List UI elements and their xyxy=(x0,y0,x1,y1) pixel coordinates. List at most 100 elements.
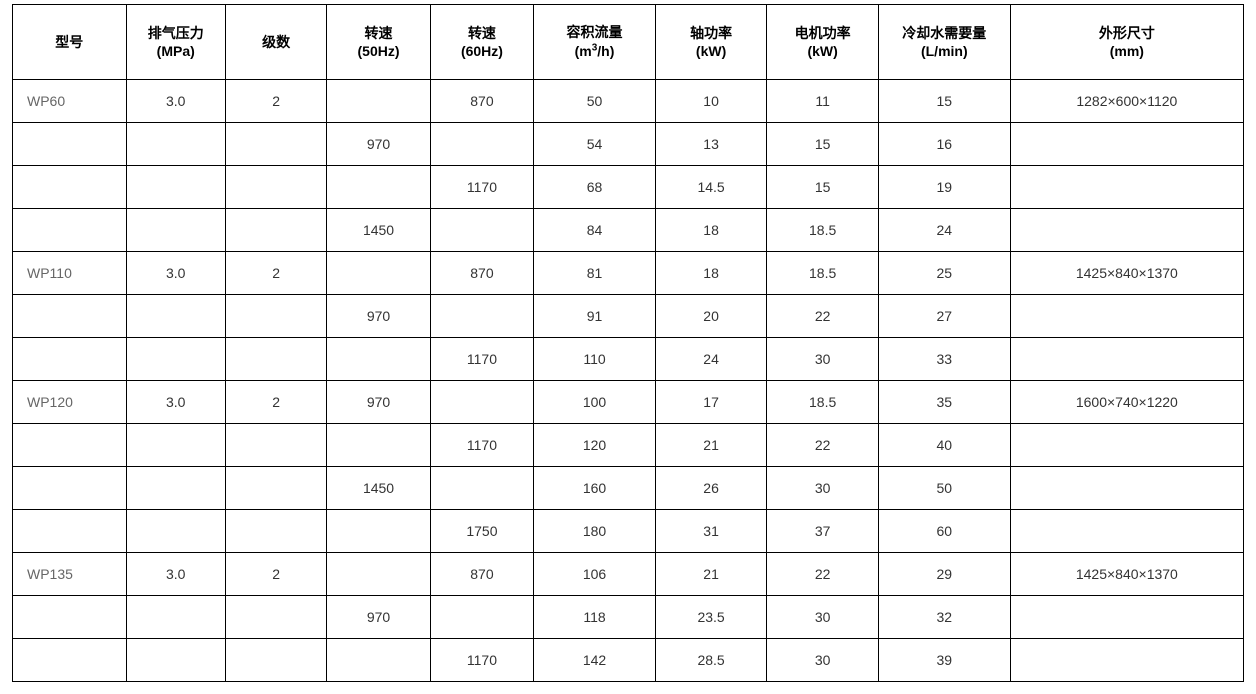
cell-motor_power: 18.5 xyxy=(767,252,879,295)
table-body: WP603.02870501011151282×600×112097054131… xyxy=(13,80,1244,682)
cell-pressure: 3.0 xyxy=(126,381,225,424)
cell-flow: 120 xyxy=(534,424,656,467)
cell-shaft_power: 21 xyxy=(655,553,767,596)
col-header-flow: 容积流量 (m3/h) xyxy=(534,5,656,80)
cell-stages: 2 xyxy=(225,381,326,424)
col-header-label: 轴功率 xyxy=(690,25,732,41)
cell-stages xyxy=(225,338,326,381)
cell-rpm50: 970 xyxy=(327,381,430,424)
col-header-unit: (MPa) xyxy=(157,43,195,59)
cell-stages xyxy=(225,295,326,338)
cell-rpm50: 1450 xyxy=(327,209,430,252)
cell-dims xyxy=(1010,510,1243,553)
cell-rpm60: 870 xyxy=(430,80,533,123)
col-header-dims: 外形尺寸 (mm) xyxy=(1010,5,1243,80)
table-header-row: 型号 排气压力 (MPa) 级数 转速 (50Hz) 转速 (60Hz) xyxy=(13,5,1244,80)
table-header: 型号 排气压力 (MPa) 级数 转速 (50Hz) 转速 (60Hz) xyxy=(13,5,1244,80)
cell-cooling: 16 xyxy=(878,123,1010,166)
cell-rpm60 xyxy=(430,596,533,639)
cell-stages xyxy=(225,166,326,209)
cell-dims xyxy=(1010,209,1243,252)
col-header-label: 转速 xyxy=(365,25,393,41)
cell-flow: 81 xyxy=(534,252,656,295)
cell-rpm60: 1170 xyxy=(430,639,533,682)
cell-model: WP60 xyxy=(13,80,127,123)
col-header-unit: (kW) xyxy=(807,43,837,59)
cell-flow: 160 xyxy=(534,467,656,510)
cell-rpm60 xyxy=(430,295,533,338)
cell-model xyxy=(13,424,127,467)
cell-stages: 2 xyxy=(225,252,326,295)
cell-model xyxy=(13,510,127,553)
cell-cooling: 60 xyxy=(878,510,1010,553)
table-row: 97011823.53032 xyxy=(13,596,1244,639)
cell-motor_power: 11 xyxy=(767,80,879,123)
cell-pressure xyxy=(126,295,225,338)
cell-dims xyxy=(1010,295,1243,338)
cell-rpm50 xyxy=(327,166,430,209)
col-header-label: 外形尺寸 xyxy=(1099,25,1155,41)
cell-shaft_power: 28.5 xyxy=(655,639,767,682)
cell-shaft_power: 20 xyxy=(655,295,767,338)
cell-model xyxy=(13,639,127,682)
table-row: 11706814.51519 xyxy=(13,166,1244,209)
cell-shaft_power: 31 xyxy=(655,510,767,553)
cell-stages xyxy=(225,424,326,467)
col-header-unit: (60Hz) xyxy=(461,43,503,59)
cell-stages: 2 xyxy=(225,553,326,596)
cell-motor_power: 15 xyxy=(767,166,879,209)
cell-rpm60: 1750 xyxy=(430,510,533,553)
cell-rpm60 xyxy=(430,123,533,166)
cell-flow: 106 xyxy=(534,553,656,596)
col-header-stages: 级数 xyxy=(225,5,326,80)
cell-rpm50: 970 xyxy=(327,295,430,338)
cell-flow: 84 xyxy=(534,209,656,252)
cell-motor_power: 22 xyxy=(767,295,879,338)
cell-pressure: 3.0 xyxy=(126,252,225,295)
col-header-unit: (mm) xyxy=(1110,43,1144,59)
col-header-label: 冷却水需要量 xyxy=(902,25,986,41)
col-header-unit: (50Hz) xyxy=(358,43,400,59)
cell-dims xyxy=(1010,596,1243,639)
cell-flow: 142 xyxy=(534,639,656,682)
table-row: 117014228.53039 xyxy=(13,639,1244,682)
col-header-cooling: 冷却水需要量 (L/min) xyxy=(878,5,1010,80)
col-header-unit: (m3/h) xyxy=(575,43,615,59)
table-row: 1170110243033 xyxy=(13,338,1244,381)
cell-dims xyxy=(1010,166,1243,209)
col-header-label: 型号 xyxy=(55,34,83,50)
cell-cooling: 27 xyxy=(878,295,1010,338)
cell-stages xyxy=(225,209,326,252)
cell-dims xyxy=(1010,639,1243,682)
cell-shaft_power: 18 xyxy=(655,252,767,295)
cell-motor_power: 22 xyxy=(767,424,879,467)
cell-dims: 1600×740×1220 xyxy=(1010,381,1243,424)
cell-motor_power: 30 xyxy=(767,467,879,510)
spec-table: 型号 排气压力 (MPa) 级数 转速 (50Hz) 转速 (60Hz) xyxy=(12,4,1244,682)
col-header-shaft-power: 轴功率 (kW) xyxy=(655,5,767,80)
cell-rpm60 xyxy=(430,467,533,510)
cell-shaft_power: 24 xyxy=(655,338,767,381)
cell-cooling: 39 xyxy=(878,639,1010,682)
cell-model xyxy=(13,338,127,381)
cell-model xyxy=(13,123,127,166)
cell-pressure xyxy=(126,338,225,381)
cell-flow: 180 xyxy=(534,510,656,553)
cell-dims: 1282×600×1120 xyxy=(1010,80,1243,123)
cell-rpm60: 1170 xyxy=(430,166,533,209)
table-row: WP603.02870501011151282×600×1120 xyxy=(13,80,1244,123)
cell-rpm60 xyxy=(430,381,533,424)
cell-pressure: 3.0 xyxy=(126,553,225,596)
cell-shaft_power: 18 xyxy=(655,209,767,252)
cell-stages xyxy=(225,510,326,553)
cell-stages xyxy=(225,596,326,639)
cell-model: WP135 xyxy=(13,553,127,596)
cell-cooling: 15 xyxy=(878,80,1010,123)
cell-dims xyxy=(1010,123,1243,166)
cell-dims xyxy=(1010,467,1243,510)
col-header-label: 电机功率 xyxy=(795,25,851,41)
cell-shaft_power: 26 xyxy=(655,467,767,510)
col-header-label: 级数 xyxy=(262,34,290,50)
spec-table-container: 型号 排气压力 (MPa) 级数 转速 (50Hz) 转速 (60Hz) xyxy=(0,0,1256,694)
cell-motor_power: 18.5 xyxy=(767,209,879,252)
